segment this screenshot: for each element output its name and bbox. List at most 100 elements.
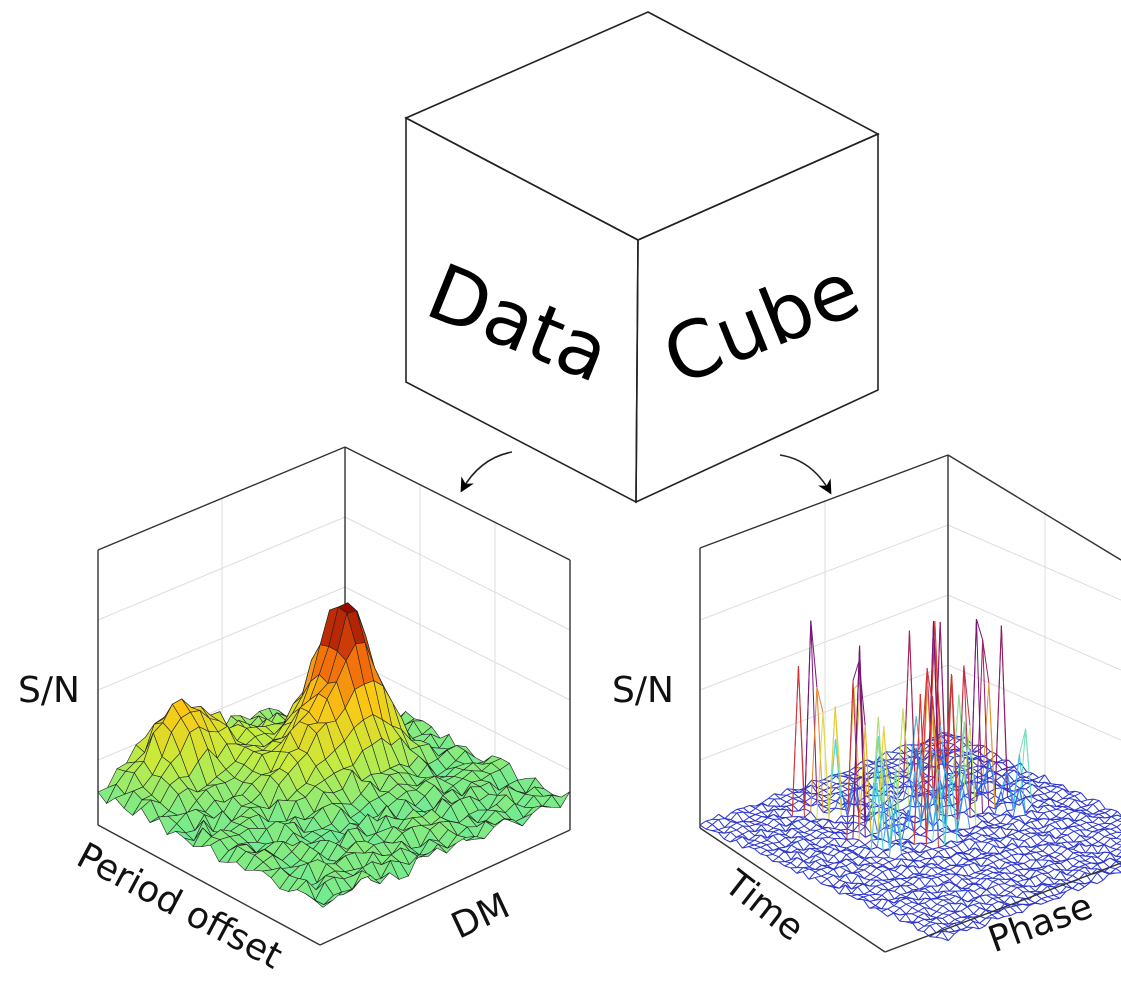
x-axis-label: Time	[716, 862, 811, 949]
mesh-line	[847, 840, 853, 846]
mesh-line	[793, 789, 799, 790]
mesh-line	[779, 862, 785, 866]
mesh-line	[944, 869, 950, 870]
mesh-line	[1061, 842, 1067, 843]
mesh-line	[1116, 866, 1121, 869]
mesh-line	[1038, 813, 1044, 819]
mesh-line	[737, 809, 743, 812]
mesh-line	[847, 846, 853, 848]
surface	[98, 603, 570, 908]
mesh-line	[864, 865, 870, 869]
mesh-line	[870, 901, 876, 905]
mesh-line	[1050, 822, 1056, 824]
mesh-line	[1103, 873, 1109, 880]
mesh-line	[737, 813, 743, 822]
mesh-line	[937, 912, 943, 914]
mesh-line	[761, 854, 767, 856]
mesh-line	[1011, 885, 1017, 886]
mesh-line	[1012, 831, 1018, 834]
mesh-line	[920, 859, 926, 861]
mesh-line	[846, 873, 852, 875]
mesh-line	[1037, 851, 1043, 852]
mesh-line	[1017, 887, 1023, 891]
mesh-line	[927, 837, 933, 842]
mesh-line	[767, 843, 773, 844]
mesh-line	[1116, 869, 1121, 873]
mesh-line	[762, 799, 768, 803]
mesh-line	[993, 882, 999, 885]
mesh-line	[1055, 852, 1061, 854]
mesh-line	[840, 855, 846, 863]
mesh-line	[1044, 806, 1050, 811]
mesh-line	[1029, 900, 1035, 903]
mesh-line	[926, 866, 932, 868]
mesh-line	[1024, 870, 1030, 876]
mesh-line	[1026, 729, 1032, 804]
mesh-line	[918, 919, 924, 922]
mesh-line	[779, 851, 785, 857]
mesh-line	[1049, 852, 1055, 855]
mesh-line	[827, 869, 833, 874]
mesh-line	[822, 832, 828, 834]
mesh-line	[761, 847, 767, 850]
mesh-line	[748, 847, 754, 849]
mesh-line	[976, 833, 982, 835]
mesh-line	[793, 805, 799, 811]
mesh-line	[944, 875, 950, 880]
mesh-line	[1013, 820, 1019, 824]
mesh-line	[718, 819, 724, 827]
mesh-line	[963, 854, 969, 855]
mesh-line	[913, 884, 919, 889]
mesh-line	[912, 911, 918, 913]
mesh-line	[1011, 873, 1017, 874]
mesh-line	[1050, 811, 1056, 816]
mesh-line	[1080, 822, 1086, 825]
mesh-line	[1024, 863, 1030, 868]
mesh-line	[902, 846, 908, 847]
mesh-line	[1073, 866, 1079, 867]
mesh-line	[1097, 880, 1103, 884]
mesh-line	[828, 855, 834, 856]
mesh-line	[1057, 793, 1063, 799]
mesh-line	[1043, 851, 1049, 855]
mesh-line	[1092, 832, 1098, 837]
mesh-line	[821, 867, 827, 869]
mesh-line	[1117, 838, 1121, 839]
mesh-line	[943, 896, 949, 900]
mesh-line	[1005, 886, 1011, 890]
mesh-line	[1056, 811, 1062, 817]
mesh-line	[1012, 854, 1018, 855]
mesh-line	[1001, 803, 1007, 804]
mesh-line	[824, 795, 830, 796]
mesh-line	[908, 851, 914, 852]
mesh-line	[1068, 842, 1074, 847]
mesh-line	[1036, 860, 1042, 867]
mesh-line	[1069, 796, 1075, 798]
mesh-line	[815, 878, 821, 884]
mesh-line	[967, 921, 973, 927]
mesh-line	[823, 828, 829, 831]
mesh-line	[1048, 865, 1054, 869]
mesh-line	[839, 880, 845, 882]
mesh-line	[968, 873, 974, 876]
mesh-line	[827, 879, 833, 886]
mesh-line	[1017, 897, 1023, 898]
mesh-line	[1011, 875, 1017, 879]
mesh-line	[918, 911, 924, 913]
mesh-line	[1055, 846, 1061, 852]
mesh-line	[1011, 870, 1017, 874]
mesh-line	[907, 882, 913, 885]
mesh-line	[1086, 832, 1092, 837]
mesh-line	[1068, 811, 1074, 814]
mesh-line	[1006, 850, 1012, 851]
mesh-line	[737, 812, 743, 813]
mesh-line	[948, 934, 954, 941]
mesh-line	[816, 838, 822, 845]
mesh-line	[1056, 809, 1062, 810]
mesh-line	[1093, 823, 1099, 825]
mesh-line	[1068, 828, 1074, 832]
mesh-line	[939, 827, 945, 830]
mesh-line	[867, 787, 873, 793]
surface-plot-left: S/N Period offset DM	[18, 447, 570, 977]
mesh-line	[859, 832, 865, 837]
